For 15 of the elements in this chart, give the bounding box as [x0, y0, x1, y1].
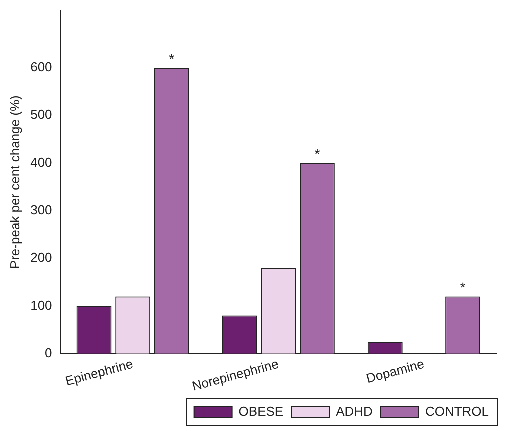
y-tick-label: 0: [45, 346, 52, 361]
y-tick-label: 200: [30, 250, 52, 266]
y-tick-label: 600: [30, 60, 52, 75]
data-label: *: [460, 280, 466, 296]
y-tick-label: 400: [30, 154, 52, 170]
legend-label: OBESE: [238, 404, 284, 420]
legend-label: ADHD: [336, 404, 373, 420]
x-tick-label: Dopamine: [364, 356, 426, 386]
legend-label: CONTROL: [425, 404, 490, 420]
y-tick-label: 100: [30, 298, 52, 313]
y-tick-label: 300: [30, 202, 52, 218]
data-label: *: [314, 146, 321, 162]
y-axis-title: Pre-peak per cent change (%): [7, 96, 22, 270]
data-label: *: [169, 50, 176, 67]
y-tick-label: 500: [30, 107, 52, 122]
